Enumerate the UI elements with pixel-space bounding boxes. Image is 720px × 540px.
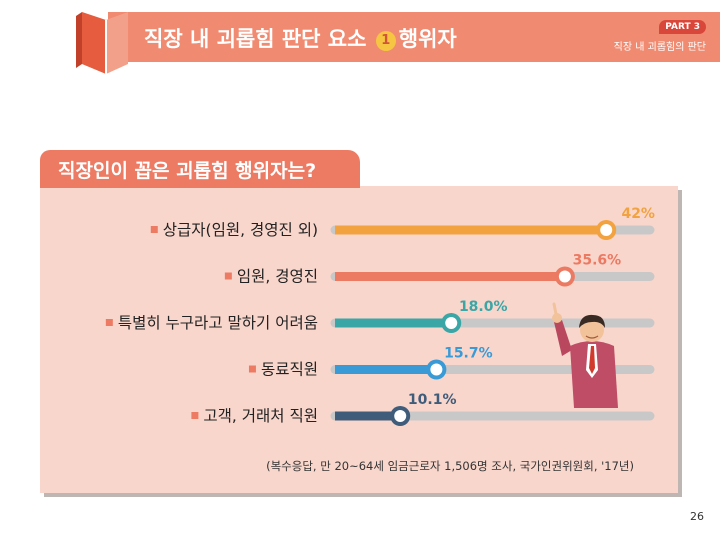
subtitle-box (40, 150, 360, 188)
bar-knob-inner (558, 270, 571, 283)
category-label: 고객, 거래처 직원 (203, 407, 318, 425)
page-number: 26 (690, 510, 704, 523)
category-label: 상급자(임원, 경영진 외) (163, 221, 318, 239)
part-badge: PART 3 (659, 20, 706, 34)
value-label: 10.1% (408, 392, 457, 408)
book-icon (76, 12, 128, 74)
title-text: 직장 내 괴롭힘 판단 요소 (144, 27, 367, 51)
bar-knob-inner (600, 224, 613, 236)
chart-panel (40, 186, 678, 493)
bar-knob-inner (394, 410, 407, 422)
bullet-square (191, 412, 199, 419)
header-bar (108, 12, 720, 62)
bar-knob-inner (445, 317, 458, 329)
value-label: 35.6% (573, 253, 622, 269)
page-title: 직장 내 괴롭힘 판단 요소 1 행위자 (144, 23, 457, 53)
value-label: 42% (621, 206, 655, 222)
footnote: (복수응답, 만 20~64세 임금근로자 1,506명 조사, 국가인권위원회… (266, 459, 634, 473)
number-badge: 1 (375, 31, 396, 51)
category-label: 동료직원 (261, 361, 318, 379)
value-label: 18.0% (459, 299, 508, 315)
bar-knob-inner (430, 363, 443, 376)
bullet-square (105, 319, 113, 326)
bullet-square (224, 272, 232, 280)
value-label: 15.7% (444, 346, 493, 362)
part-subtitle: 직장 내 괴롭힘의 판단 (613, 42, 706, 53)
bullet-square (150, 226, 158, 233)
bullet-square (248, 365, 256, 373)
subtitle: 직장인이 꼽은 괴롭힘 행위자는? (58, 160, 317, 182)
title-suffix: 행위자 (398, 27, 457, 51)
presenter-illustration (552, 302, 618, 408)
category-label: 임원, 경영진 (237, 268, 318, 286)
category-label: 특별히 누구라고 말하기 어려움 (118, 314, 318, 332)
header: 직장 내 괴롭힘 판단 요소 1 행위자 PART 3 직장 내 괴롭힘의 판단 (0, 12, 720, 74)
